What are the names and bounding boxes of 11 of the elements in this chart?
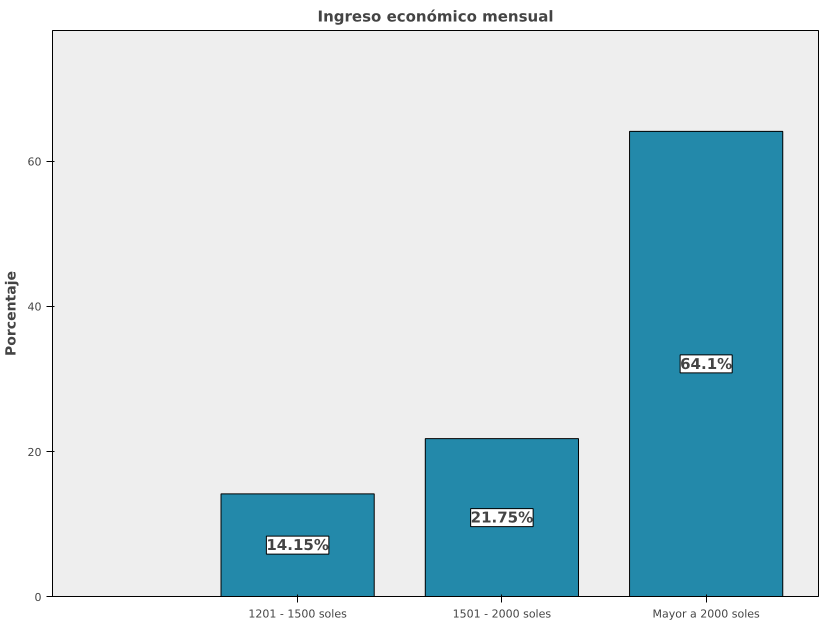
y-tick-label: 60 [28,156,42,169]
x-tick-label: 1501 - 2000 soles [452,608,552,620]
y-tick-label: 40 [28,300,42,314]
y-tick-label: 20 [28,446,42,459]
x-tick-label: 1201 - 1500 soles [248,608,348,620]
x-tick-label: Mayor a 2000 soles [652,608,760,620]
data-label: 21.75% [470,508,534,527]
y-axis-title: Porcentaje [4,271,20,356]
y-tick-label: 0 [34,591,42,604]
data-label: 14.15% [266,536,329,554]
chart-title: Ingreso económico mensual [318,8,554,26]
